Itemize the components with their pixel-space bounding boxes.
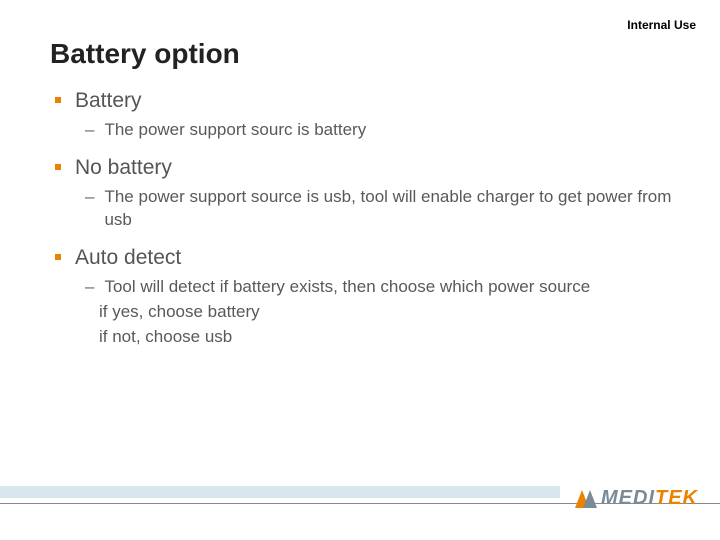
- square-bullet-icon: [55, 97, 61, 103]
- sub-item: – Tool will detect if battery exists, th…: [85, 276, 680, 298]
- list-item: Auto detect – Tool will detect if batter…: [55, 245, 680, 350]
- mediatek-logo: MEDITEK: [573, 486, 698, 510]
- logo-mark-icon: [573, 486, 599, 510]
- item-head: No battery: [55, 155, 680, 180]
- item-heading: Battery: [75, 88, 142, 113]
- sub-plain-text: if not, choose usb: [99, 325, 680, 350]
- sub-text: The power support sourc is battery: [104, 119, 366, 141]
- item-head: Battery: [55, 88, 680, 113]
- sub-plain-text: if yes, choose battery: [99, 300, 680, 325]
- content-area: Battery – The power support sourc is bat…: [55, 88, 680, 363]
- classification-label: Internal Use: [627, 18, 696, 32]
- logo-text: MEDITEK: [601, 487, 698, 510]
- list-item: Battery – The power support sourc is bat…: [55, 88, 680, 141]
- square-bullet-icon: [55, 164, 61, 170]
- logo-text-part1: MEDI: [601, 487, 655, 510]
- sub-item: – The power support source is usb, tool …: [85, 186, 680, 230]
- item-heading: No battery: [75, 155, 172, 180]
- dash-icon: –: [85, 119, 94, 141]
- item-head: Auto detect: [55, 245, 680, 270]
- sub-list: – Tool will detect if battery exists, th…: [85, 276, 680, 298]
- square-bullet-icon: [55, 254, 61, 260]
- sub-item: – The power support sourc is battery: [85, 119, 680, 141]
- dash-icon: –: [85, 276, 94, 298]
- list-item: No battery – The power support source is…: [55, 155, 680, 230]
- sub-text: Tool will detect if battery exists, then…: [104, 276, 590, 298]
- logo-text-part2: TEK: [655, 487, 698, 510]
- sub-text: The power support source is usb, tool wi…: [104, 186, 680, 230]
- sub-list: – The power support source is usb, tool …: [85, 186, 680, 230]
- dash-icon: –: [85, 186, 94, 208]
- footer-bar: [0, 486, 560, 498]
- slide-title: Battery option: [50, 38, 240, 70]
- sub-list: – The power support sourc is battery: [85, 119, 680, 141]
- item-heading: Auto detect: [75, 245, 181, 270]
